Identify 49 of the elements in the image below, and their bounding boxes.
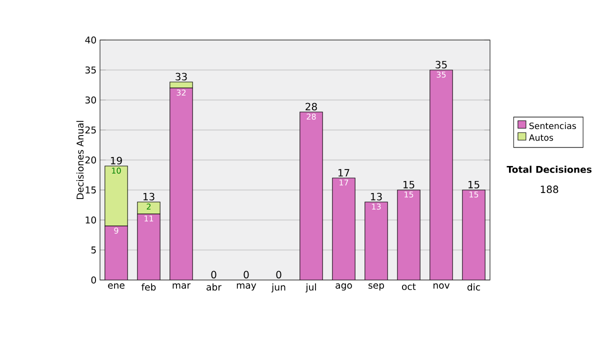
total-label: 13 bbox=[371, 192, 382, 200]
x-tick-label: sep bbox=[368, 283, 384, 291]
total-label: 0 bbox=[244, 270, 249, 278]
data-label: 28 bbox=[306, 114, 316, 120]
data-label: 15 bbox=[404, 192, 414, 198]
y-tick-label: 40 bbox=[85, 36, 96, 44]
x-tick-label: ago bbox=[336, 283, 352, 291]
legend-label: Autos bbox=[528, 134, 554, 141]
data-label: 13 bbox=[372, 204, 381, 210]
data-label: 15 bbox=[470, 192, 478, 198]
data-label: 35 bbox=[436, 72, 446, 78]
y-tick-label: 0 bbox=[91, 276, 96, 284]
legend-label: Sentencias bbox=[529, 122, 576, 130]
data-label: 9 bbox=[114, 228, 118, 234]
data-label: 10 bbox=[112, 168, 121, 174]
x-tick-label: mar bbox=[172, 283, 191, 289]
text: 188 bbox=[540, 186, 558, 194]
y-tick-label: 35 bbox=[85, 66, 96, 74]
y-tick-label: 25 bbox=[85, 126, 96, 134]
text: Total Decisiones bbox=[506, 166, 592, 173]
x-tick-label: feb bbox=[141, 283, 156, 291]
total-label: 28 bbox=[306, 102, 317, 110]
x-tick-label: abr bbox=[206, 283, 222, 291]
data-label: 11 bbox=[144, 216, 154, 222]
x-tick-label: jun bbox=[271, 283, 286, 292]
y-tick-label: 10 bbox=[86, 216, 96, 224]
y-tick-label: 20 bbox=[85, 156, 96, 164]
y-tick-label: 15 bbox=[86, 186, 96, 194]
total-label: 17 bbox=[338, 169, 350, 176]
total-label: 33 bbox=[176, 72, 187, 80]
total-label: 19 bbox=[110, 156, 122, 164]
y-axis-title: Decisiones Anual bbox=[76, 120, 84, 199]
x-tick-label: ene bbox=[108, 283, 124, 289]
y-tick-label: 30 bbox=[85, 96, 96, 104]
total-label: 0 bbox=[276, 270, 282, 278]
total-label: 0 bbox=[211, 270, 216, 278]
data-label: 2 bbox=[146, 204, 150, 210]
data-label: 17 bbox=[340, 180, 348, 186]
x-tick-label: oct bbox=[402, 283, 416, 290]
x-tick-label: dic bbox=[467, 283, 480, 291]
x-tick-label: nov bbox=[434, 283, 450, 289]
total-label: 35 bbox=[436, 60, 447, 68]
total-label: 13 bbox=[143, 192, 154, 200]
x-tick-label: may bbox=[236, 283, 256, 291]
x-tick-label: jul bbox=[306, 283, 316, 292]
data-label: 32 bbox=[176, 90, 186, 96]
y-tick-label: 5 bbox=[91, 246, 96, 254]
total-label: 15 bbox=[404, 180, 414, 188]
total-label: 15 bbox=[468, 180, 480, 188]
